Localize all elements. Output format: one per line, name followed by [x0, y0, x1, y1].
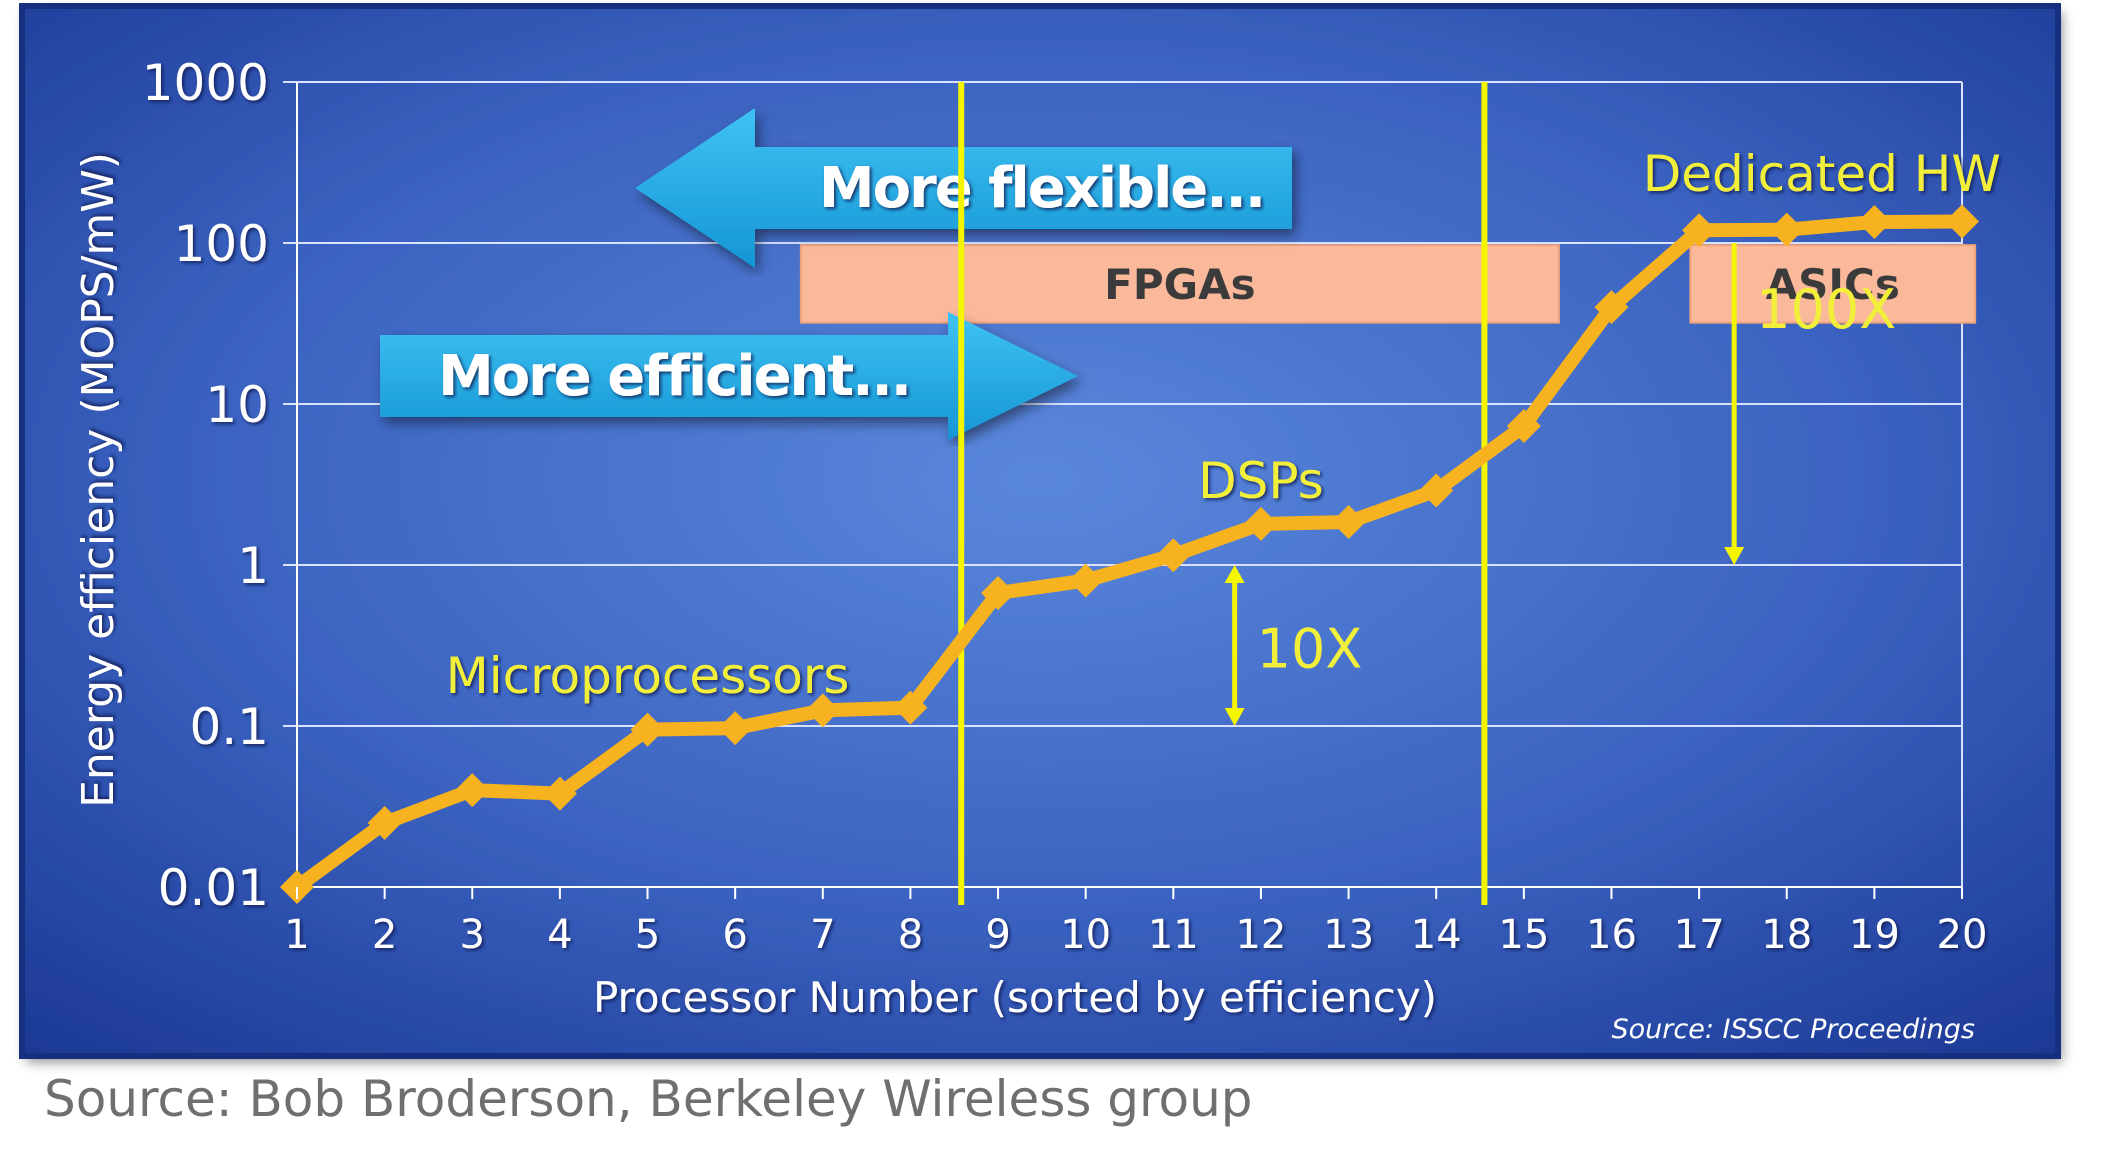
data-point — [1857, 205, 1892, 240]
y-tick-label: 10 — [205, 376, 269, 434]
data-point — [1769, 212, 1804, 247]
y-tick-label: 0.1 — [189, 698, 269, 756]
x-tick-label: 14 — [1411, 912, 1462, 958]
grid-layer — [283, 81, 1963, 888]
arrow-down-icon — [1224, 708, 1245, 726]
band-fpgas — [799, 244, 1560, 324]
x-tick-label: 12 — [1235, 912, 1286, 958]
label-layer: Microprocessors DSPs Dedicated HW — [446, 145, 2001, 705]
data-point — [1156, 538, 1191, 573]
data-point — [630, 712, 665, 747]
vline-layer — [958, 82, 1488, 905]
x-tick-label: 16 — [1586, 912, 1637, 958]
data-point — [981, 576, 1016, 611]
data-point — [805, 693, 840, 728]
x-tick-label: 3 — [460, 912, 485, 958]
band-label: FPGAs — [1104, 260, 1255, 309]
x-tick-label: 8 — [898, 912, 923, 958]
region-label: DSPs — [1198, 452, 1324, 510]
x-tick-label: 1 — [284, 912, 309, 958]
region-label: Dedicated HW — [1643, 145, 2001, 203]
series-layer — [280, 204, 1979, 904]
x-tick-label: 9 — [985, 912, 1010, 958]
y-tick-label: 0.01 — [158, 859, 269, 917]
data-point — [1331, 504, 1366, 539]
y-tick-label: 1 — [237, 537, 269, 595]
chart-frame — [19, 3, 2061, 1059]
x-tick-label: 2 — [372, 912, 397, 958]
data-point — [893, 690, 928, 725]
x-tick-label: 6 — [722, 912, 747, 958]
data-point — [1243, 506, 1278, 541]
x-tick-label: 15 — [1498, 912, 1549, 958]
region-label: Microprocessors — [446, 647, 850, 705]
data-point — [367, 805, 402, 840]
data-point — [1419, 473, 1454, 508]
band-asics — [1689, 244, 1977, 324]
data-point — [542, 776, 577, 811]
y-axis-label: Energy efficiency (MOPS/mW) — [73, 152, 124, 808]
data-point — [718, 711, 753, 746]
x-tick-label: 18 — [1761, 912, 1812, 958]
data-point — [1945, 204, 1979, 239]
efficiency-line — [290, 214, 1969, 894]
x-tick-label: 17 — [1674, 912, 1725, 958]
x-tick-label: 7 — [810, 912, 835, 958]
x-tick-label: 20 — [1937, 912, 1988, 958]
arrow-right-icon — [380, 312, 1078, 440]
source-caption: Source: Bob Broderson, Berkeley Wireless… — [44, 1070, 1253, 1128]
arrow-label: More efficient... — [438, 344, 910, 409]
x-axis-label: Processor Number (sorted by efficiency) — [593, 973, 1437, 1022]
x-tick-label: 19 — [1849, 912, 1900, 958]
range-label: 100X — [1756, 278, 1896, 341]
data-point — [1594, 290, 1629, 325]
y-tick-label: 1000 — [142, 54, 269, 112]
arrow-down-icon — [1724, 547, 1745, 565]
range-label: 10X — [1257, 618, 1363, 681]
x-tick-label: 10 — [1060, 912, 1111, 958]
x-tick-label: 4 — [547, 912, 572, 958]
source-note: Source: ISSCC Proceedings — [1612, 1014, 1976, 1045]
range-layer: 10X 100X — [1224, 243, 1896, 726]
data-point — [1682, 213, 1717, 248]
y-tick-label: 100 — [174, 215, 269, 273]
x-tick-label: 11 — [1148, 912, 1199, 958]
band-layer: FPGAs ASICs — [799, 244, 1977, 324]
data-point — [1506, 409, 1541, 444]
band-label: ASICs — [1766, 260, 1900, 309]
data-point — [1068, 563, 1103, 598]
data-point — [455, 773, 490, 808]
x-tick-label: 5 — [635, 912, 660, 958]
arrow-label: More flexible... — [819, 156, 1264, 221]
arrow-up-icon — [1224, 565, 1245, 583]
x-tick-label: 13 — [1323, 912, 1374, 958]
